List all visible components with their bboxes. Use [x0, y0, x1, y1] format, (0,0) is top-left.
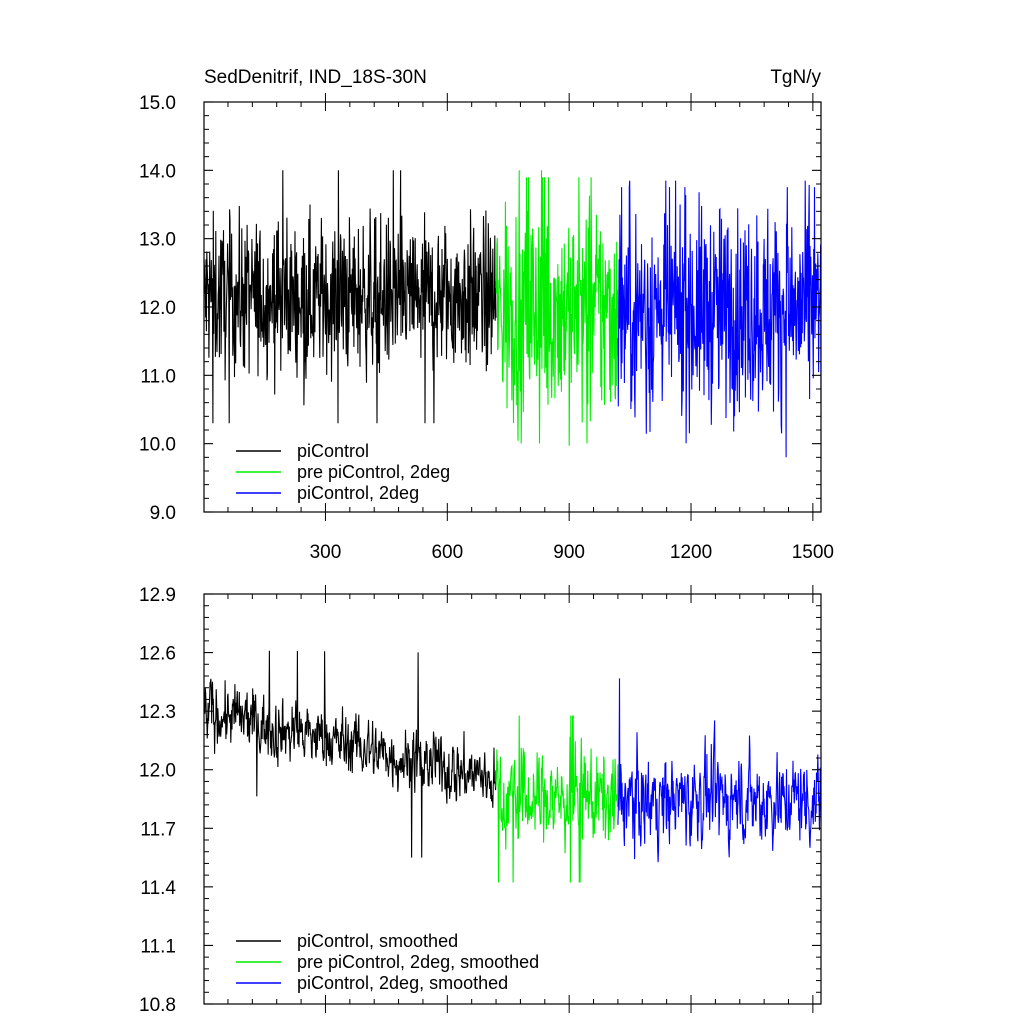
- x-tick-label: 1500: [792, 542, 834, 563]
- series-line-0-2: [617, 180, 822, 458]
- plot-frame: [203, 593, 822, 1005]
- y-tick-label: 11.1: [140, 936, 176, 957]
- series-line-0-0: [203, 170, 497, 424]
- y-tick-label: 12.0: [139, 298, 176, 319]
- series-line-0-1: [495, 170, 619, 446]
- series-line-1-0: [203, 650, 497, 858]
- series-line-1-1: [495, 715, 619, 883]
- legend-label: piControl, 2deg, smoothed: [297, 973, 508, 993]
- y-tick-label: 10.0: [139, 435, 176, 456]
- legend-label: pre piControl, 2deg: [297, 462, 450, 482]
- y-tick-label: 11.4: [140, 878, 176, 899]
- y-tick-label: 12.6: [139, 644, 176, 665]
- legend-label: piControl, 2deg: [297, 483, 419, 503]
- x-tick-label: 900: [553, 542, 585, 563]
- y-tick-label: 12.3: [139, 702, 176, 723]
- y-tick-label: 13.0: [139, 230, 176, 251]
- panel-title-left: SedDenitrif, IND_18S-30N: [204, 67, 427, 88]
- x-tick-label: 300: [310, 542, 342, 563]
- panel-title-right: TgN/y: [770, 67, 821, 88]
- x-tick-label: 1200: [670, 542, 712, 563]
- y-tick-label: 10.8: [139, 995, 176, 1016]
- legend-label: piControl, smoothed: [297, 931, 458, 951]
- series-line-1-2: [617, 678, 822, 863]
- y-tick-label: 12.9: [139, 585, 176, 606]
- y-tick-label: 14.0: [139, 161, 176, 182]
- x-tick-label: 600: [431, 542, 463, 563]
- y-tick-label: 15.0: [139, 93, 176, 114]
- top-panel: 9.0 10.0 11.0 12.0 13.0 14.0 15.0 300 600 900 1200…: [139, 93, 834, 563]
- bottom-panel: 10.8 11.1 11.4 11.7 12.0 12.3 12.6 12.9 piContro…: [139, 585, 822, 1016]
- legend-label: piControl: [297, 441, 369, 461]
- y-tick-label: 9.0: [150, 503, 176, 524]
- legend-label: pre piControl, 2deg, smoothed: [297, 952, 539, 972]
- y-tick-label: 12.0: [139, 761, 176, 782]
- y-tick-label: 11.0: [140, 366, 176, 387]
- y-tick-label: 11.7: [140, 819, 176, 840]
